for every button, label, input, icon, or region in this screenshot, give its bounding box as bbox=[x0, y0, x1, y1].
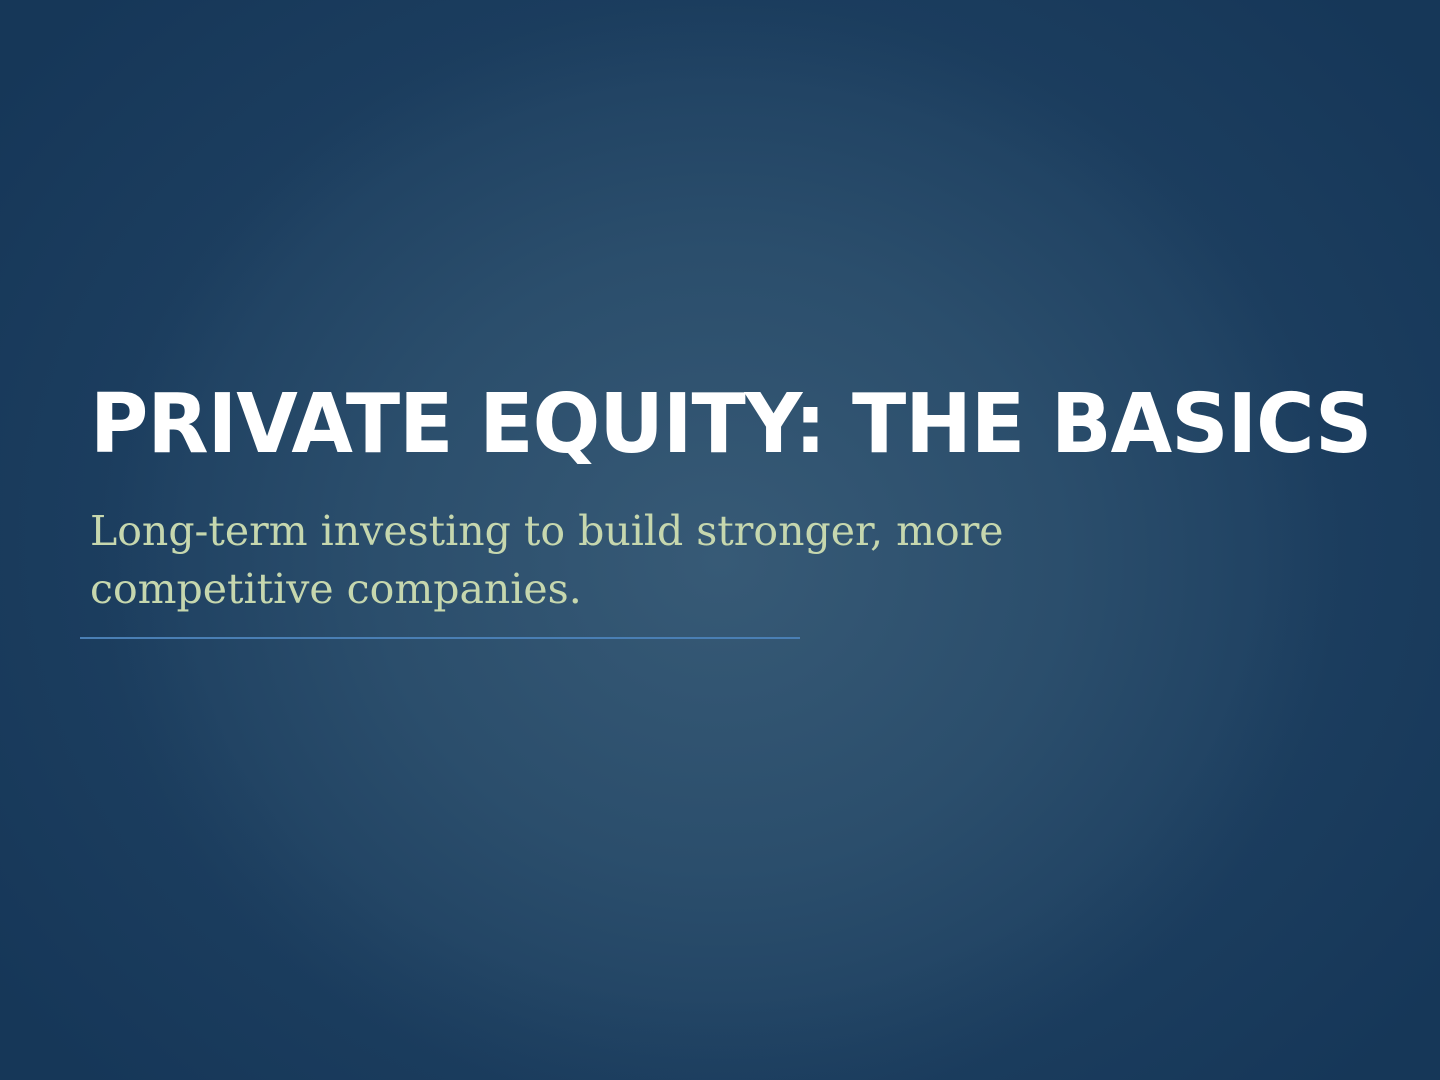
slide-title: PRIVATE EQUITY: THE BASICS bbox=[90, 377, 1372, 472]
slide-subtitle: Long-term investing to build stronger, m… bbox=[90, 502, 1090, 618]
subtitle-line-1: Long-term investing to build stronger, m… bbox=[90, 507, 1004, 555]
subtitle-line-2: competitive companies. bbox=[90, 565, 582, 613]
divider-rule bbox=[80, 637, 800, 639]
